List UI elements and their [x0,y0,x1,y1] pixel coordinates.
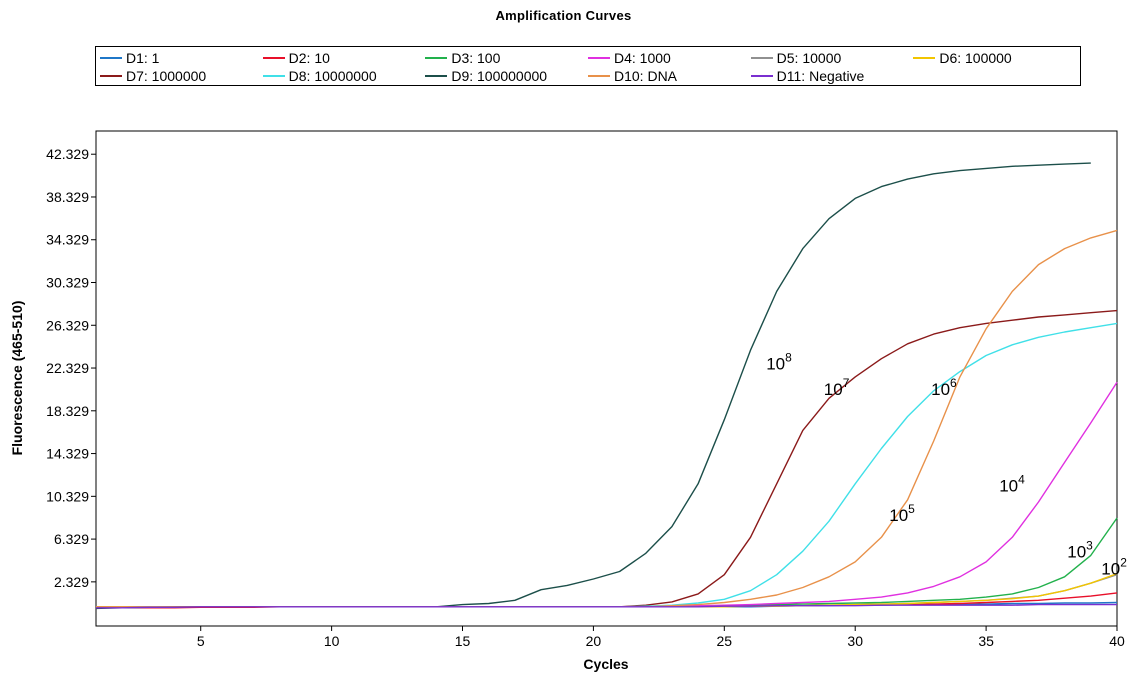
series-layer [95,162,1118,610]
y-tick-label: 2.329 [54,574,89,590]
annotation-base: 10 [931,380,950,399]
series-line-d11 [96,603,1117,609]
y-tick-label: 10.329 [46,488,89,504]
x-tick-label: 30 [847,633,863,649]
y-tick-label: 22.329 [46,360,89,376]
legend-item: D8: 10000000 [262,67,426,85]
legend-item: D5: 10000 [750,49,914,67]
x-tick-label: 35 [978,633,994,649]
annotation-exponent: 5 [908,502,915,516]
legend-swatch [750,75,773,77]
plot-frame [95,130,1118,627]
y-axis-title: Fluorescence (465-510) [9,301,25,456]
legend-label: D10: DNA [614,68,678,84]
legend-item: D11: Negative [750,67,914,85]
y-tick-label: 38.329 [46,189,89,205]
annotation-label: 106 [931,376,957,399]
legend-swatch [262,75,285,77]
series-line-d10 [96,229,1118,608]
series-line-d5 [96,574,1118,608]
legend-item: D3: 100 [425,49,588,67]
x-tick-label: 25 [717,633,733,649]
legend-label: D1: 1 [126,50,160,66]
annotation-exponent: 7 [843,376,850,390]
legend-swatch [262,57,285,59]
y-tick-label: 34.329 [46,232,89,248]
annotation-exponent: 4 [1018,472,1025,486]
legend-label: D11: Negative [776,68,865,84]
y-tick-label: 18.329 [46,403,89,419]
legend-swatch [588,75,610,77]
annotation-base: 10 [1067,543,1086,562]
legend-label: D8: 10000000 [288,68,377,84]
y-axis: 2.329 6.329 10.329 14.329 18.329 22.329 26.329… [46,146,96,590]
series-line-d4 [96,381,1118,608]
legend-item: D10: DNA [588,67,751,85]
legend-label: D9: 100000000 [451,68,548,84]
x-axis-title: Cycles [583,656,628,672]
legend-swatch [100,75,122,77]
annotation-base: 10 [999,476,1018,495]
y-tick-label: 14.329 [46,446,89,462]
legend-item: D7: 1000000 [100,67,263,85]
legend-item: D1: 1 [100,49,263,67]
annotation-label: 103 [1067,539,1093,562]
series-line-d6 [96,572,1118,608]
annotation-exponent: 3 [1086,539,1093,553]
legend-label: D3: 100 [451,50,501,66]
legend-swatch [588,57,610,59]
annotation-base: 10 [766,354,785,373]
legend-swatch [425,57,448,59]
annotation-exponent: 8 [785,350,792,364]
x-tick-label: 10 [324,633,340,649]
y-tick-label: 6.329 [54,531,89,547]
legend-item: D4: 1000 [588,49,751,67]
series-line-d3 [96,517,1118,608]
legend-swatch [913,57,936,59]
annotation-label: 105 [889,502,915,525]
y-tick-label: 26.329 [46,317,89,333]
chart-title: Amplification Curves [495,8,632,23]
x-tick-label: 5 [197,633,205,649]
series-line-d8 [96,322,1118,608]
legend-swatch [425,75,448,77]
legend-label: D7: 1000000 [126,68,207,84]
legend: D1: 1 D2: 10 D3: 100 D4: 1000 D5: 10000 D6: 1… [95,46,1081,86]
legend-item: D9: 100000000 [425,67,588,85]
legend-label: D4: 1000 [614,50,671,66]
legend-item: D2: 10 [262,49,426,67]
annotation-label: 108 [766,350,792,373]
annotation-exponent: 6 [950,376,957,390]
legend-swatch [100,57,122,59]
annotation-base: 10 [824,380,843,399]
series-line-d7 [96,309,1118,608]
x-tick-label: 20 [586,633,602,649]
legend-label: D5: 10000 [776,50,842,66]
y-tick-label: 30.329 [46,275,89,291]
annotation-base: 10 [1101,560,1120,579]
legend-label: D6: 100000 [939,50,1012,66]
y-tick-label: 42.329 [46,146,89,162]
x-tick-label: 15 [455,633,471,649]
annotation-label: 104 [999,472,1025,495]
annotation-base: 10 [889,506,908,525]
x-axis: 5 10 15 20 25 30 35 40 [197,626,1125,649]
x-tick-label: 40 [1109,633,1125,649]
annotation-exponent: 2 [1120,556,1127,570]
annotation-label: 107 [824,376,850,399]
legend-swatch [750,57,773,59]
annotation-label: 102 [1101,556,1127,579]
legend-label: D2: 10 [288,50,330,66]
legend-item: D6: 100000 [913,49,1076,67]
